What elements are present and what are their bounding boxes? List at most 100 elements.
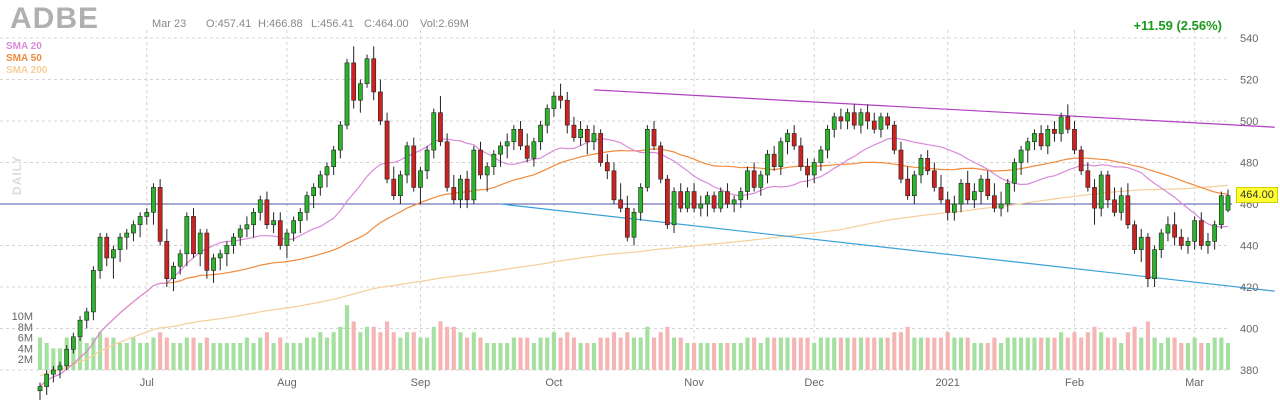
legend-sma200: SMA 200 [6, 65, 48, 76]
candle-up [344, 62, 350, 126]
date-tick-label: Mar [1185, 377, 1204, 389]
legend-sma20: SMA 20 [6, 41, 42, 52]
candle-down [598, 133, 603, 163]
volume-bar [338, 326, 343, 370]
candle-up [498, 145, 503, 155]
candle-up [1192, 220, 1197, 242]
candle-down [618, 199, 624, 209]
volume-bar [251, 343, 256, 370]
volume-bar [505, 343, 510, 370]
candle-down [771, 153, 777, 167]
candle-up [705, 195, 710, 205]
candle-down [1078, 149, 1084, 172]
volume-bar [411, 332, 416, 370]
volume-bar [631, 337, 637, 370]
candle-up [745, 170, 750, 192]
price-tick-label: 420 [1240, 282, 1258, 294]
candle-down [885, 116, 890, 126]
volume-bar [885, 337, 890, 370]
volume-bar [992, 337, 997, 370]
candle-up [117, 236, 123, 250]
volume-bar [124, 343, 129, 370]
date-tick-label: Aug [277, 377, 297, 389]
volume-bar [264, 332, 269, 370]
candle-up [638, 187, 644, 213]
volume-bar [398, 337, 403, 370]
volume-bar [618, 337, 623, 370]
volume-bar [558, 337, 563, 370]
candle-down [564, 99, 570, 126]
candle-down [791, 133, 797, 147]
volume-bar [705, 343, 710, 370]
candle-down [351, 62, 357, 101]
volume-bar [545, 337, 550, 370]
volume-bar [571, 337, 577, 370]
candles[interactable] [37, 46, 1231, 400]
volume-bar [1199, 343, 1204, 370]
volume-bar [752, 337, 757, 370]
candle-up [765, 153, 770, 176]
candle-up [404, 145, 410, 176]
volume-bar [918, 337, 924, 370]
date-tick-label: 2021 [935, 377, 959, 389]
candle-up [951, 203, 957, 213]
candle-down [1085, 170, 1091, 188]
volume-bar [872, 337, 877, 370]
volume-bar [378, 332, 383, 370]
candle-down [838, 116, 844, 122]
candle-down [264, 199, 270, 226]
candle-up [578, 129, 583, 138]
candle-down [931, 170, 937, 188]
volume-bar [405, 332, 410, 370]
volume-bar [538, 337, 543, 370]
candle-down [1112, 199, 1117, 213]
candle-down [678, 191, 684, 209]
price-tick-label: 540 [1240, 33, 1258, 45]
volume-bar [999, 343, 1004, 370]
candle-up [237, 228, 243, 238]
volume-bar [785, 337, 790, 370]
volume-bar [44, 343, 49, 370]
volume-bar [1219, 337, 1224, 370]
volume-bar [191, 337, 196, 370]
candle-up [504, 141, 510, 147]
volume-bar [164, 337, 169, 370]
volume-bar [978, 343, 984, 370]
candle-up [685, 191, 690, 209]
candle-up [337, 124, 343, 151]
volume-tick-label: 6M [18, 333, 33, 345]
price-change: +11.59 (2.56%) [1133, 18, 1222, 33]
candle-up [418, 170, 423, 188]
volume-bar [1079, 337, 1084, 370]
candle-up [818, 149, 824, 163]
candle-up [591, 133, 597, 143]
volume-bar [818, 337, 823, 370]
support-trendline [500, 203, 1275, 292]
volume-bar [218, 343, 223, 370]
candle-down [451, 187, 457, 201]
volume-bar [805, 337, 810, 370]
candle-down [938, 187, 944, 201]
resistance-trendline [593, 89, 1275, 128]
volume-bar [451, 326, 456, 370]
candle-down [751, 170, 757, 188]
volume-bar [511, 337, 516, 370]
candle-down [438, 112, 443, 143]
candle-up [972, 191, 977, 201]
volume-bar [972, 343, 977, 370]
open-price: O:457.41 [206, 18, 252, 30]
date-tick-label: Sep [411, 377, 431, 389]
candle-down [851, 112, 857, 126]
volume-bar [1005, 337, 1010, 370]
volume-bar [244, 337, 249, 370]
candle-down [204, 232, 210, 271]
volume-bar [758, 343, 763, 370]
volume-bars [37, 305, 1231, 370]
candle-up [1058, 116, 1064, 134]
price-tick-label: 400 [1240, 324, 1258, 336]
volume-bar [671, 337, 677, 370]
candle-down [1125, 195, 1131, 226]
candle-up [424, 149, 430, 172]
volume-bar [658, 332, 663, 370]
